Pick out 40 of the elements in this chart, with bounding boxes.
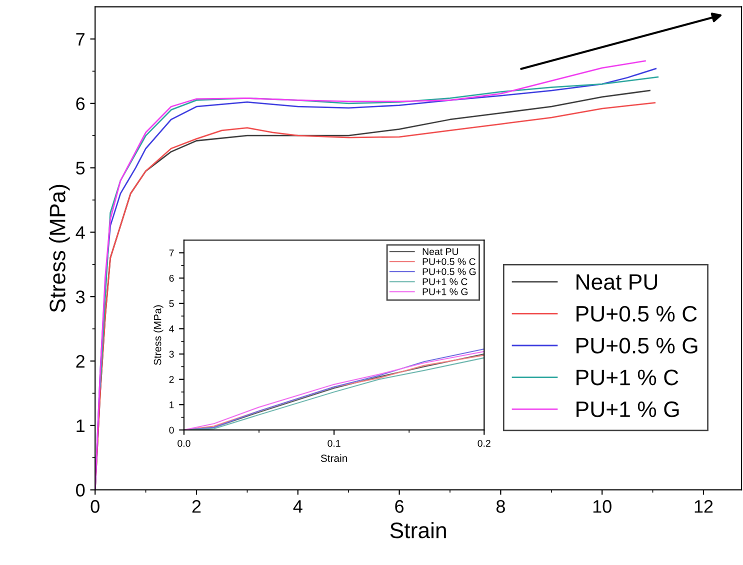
y-tick-label: 3 [76,290,85,304]
legend-label: PU+1 % G [422,288,468,296]
y-tick-label: 3 [169,350,174,358]
y-tick-label: 0 [76,484,85,497]
x-tick-label: 8 [496,500,505,513]
legend-label: PU+1 % G [576,401,679,418]
legend-label: PU+0.5 % C [576,306,697,322]
y-tick-label: 2 [169,376,174,383]
x-tick-label: 2 [192,500,201,513]
y-tick-label: 1 [76,420,84,432]
legend-label: PU+0.5 % G [576,338,698,354]
legend-label: Neat PU [576,274,658,290]
x-tick-label: 0.1 [328,440,340,447]
y-tick-label: 5 [169,300,174,308]
x-axis-title: Strain [390,522,446,538]
y-tick-label: 4 [169,326,174,332]
x-tick-label: 0.0 [178,440,190,447]
y-tick-label: 4 [76,226,85,239]
x-tick-label: 0.2 [478,440,490,447]
y-tick-label: 7 [76,33,84,46]
y-tick-label: 2 [76,354,84,368]
legend-label: PU+0.5 % G [422,268,476,276]
y-tick-label: 6 [76,97,85,110]
x-tick-label: 0 [90,500,100,513]
x-axis-title: Strain [320,454,347,462]
y-tick-label: 5 [76,162,85,175]
legend-label: PU+0.5 % C [422,258,476,266]
legend-label: PU+1 % C [422,278,468,286]
y-tick-label: 1 [170,401,174,408]
y-axis-title: Stress (MPa) [154,305,164,365]
y-tick-label: 0 [169,426,174,434]
legend-label: Neat PU [422,248,458,256]
y-tick-label: 7 [169,250,174,256]
x-tick-label: 10 [593,500,612,513]
y-axis-title: Stress (MPa) [49,184,70,312]
x-tick-label: 4 [293,500,302,513]
y-tick-label: 6 [169,274,174,282]
legend-label: PU+1 % C [576,370,678,386]
x-tick-label: 6 [395,500,404,513]
x-tick-label: 12 [694,500,713,513]
